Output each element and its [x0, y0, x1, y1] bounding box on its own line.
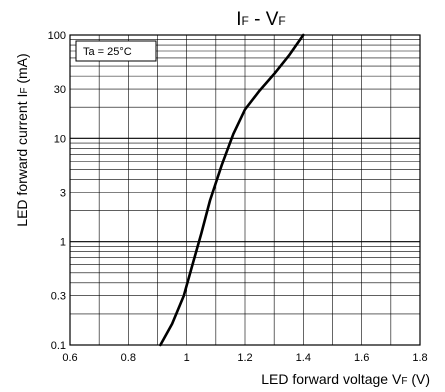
- y-tick-label: 0.1: [51, 340, 66, 352]
- chart-title: IF - VF: [236, 9, 286, 30]
- annotation-box: Ta = 25°C: [75, 40, 157, 62]
- y-tick-label: 100: [48, 30, 66, 42]
- x-tick-labels: 0.6 0.8 1 1.2 1.4 1.6 1.8: [62, 352, 427, 364]
- y-tick-label: 1: [60, 237, 66, 249]
- x-tick-label: 0.6: [62, 352, 77, 364]
- x-tick-label: 1.4: [296, 352, 311, 364]
- x-tick-label: 1.2: [237, 352, 252, 364]
- x-tick-label: 1.6: [354, 352, 369, 364]
- y-tick-labels: 100 30 10 3 1 0.3 0.1: [48, 30, 66, 352]
- x-tick-label: 1.8: [412, 352, 427, 364]
- y-tick-label: 0.3: [51, 291, 66, 303]
- plot-frame: [69, 34, 421, 346]
- x-tick-label: 1: [184, 352, 190, 364]
- y-tick-label: 3: [60, 187, 66, 199]
- y-tick-label: 30: [54, 84, 66, 96]
- x-axis-label: LED forward voltage VF (V): [261, 371, 430, 387]
- y-axis-label: LED forward current IF (mA): [14, 53, 30, 226]
- annotation-text: Ta = 25°C: [83, 46, 132, 58]
- x-tick-label: 0.8: [121, 352, 136, 364]
- y-tick-label: 10: [54, 133, 66, 145]
- if-vf-curve: [159, 33, 305, 347]
